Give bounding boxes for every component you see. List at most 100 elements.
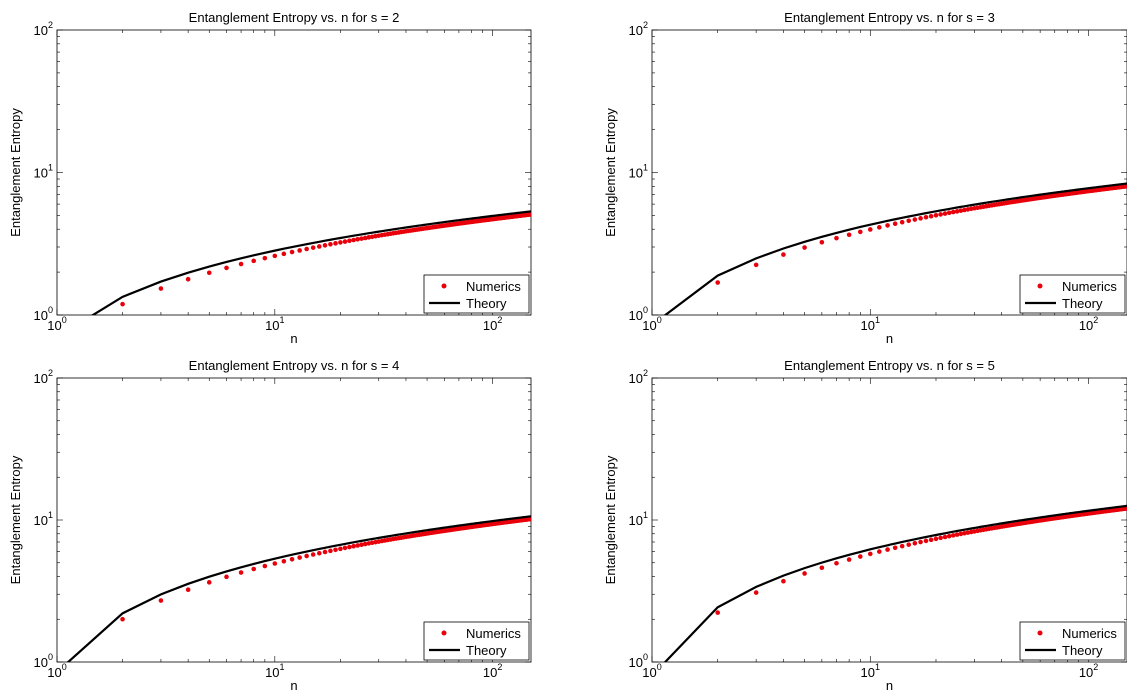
numerics-point	[857, 229, 863, 235]
numerics-point	[962, 207, 967, 213]
y-tick-label: 102	[34, 20, 53, 38]
subplot-1: 100 101 102 100 101 102 Entanglement Entropy v…	[8, 10, 532, 346]
x-tick-label: 101	[265, 315, 284, 333]
numerics-point	[251, 258, 257, 264]
x-tick-label: 102	[483, 662, 502, 680]
numerics-point	[262, 255, 268, 261]
numerics-point	[819, 239, 825, 245]
numerics-point	[946, 210, 952, 216]
numerics-point	[528, 516, 531, 522]
theory-line	[663, 504, 1127, 662]
plot-area	[55, 210, 531, 344]
x-tick-label: 100	[47, 662, 66, 680]
x-tick-label: 102	[1079, 315, 1098, 333]
numerics-point	[950, 209, 956, 215]
numerics-point	[185, 276, 191, 282]
numerics-point	[272, 253, 278, 259]
numerics-point	[846, 232, 852, 238]
numerics-point	[912, 217, 918, 222]
numerics-point	[362, 235, 368, 241]
x-tick-label: 101	[265, 662, 284, 680]
numerics-point	[528, 212, 531, 217]
numerics-point	[120, 301, 125, 307]
numerics-point	[55, 339, 60, 344]
numerics-point	[310, 552, 316, 557]
numerics-point	[333, 241, 338, 246]
numerics-point	[918, 539, 923, 545]
numerics-point	[933, 212, 939, 218]
chart-title: Entanglement Entropy vs. n for s = 4	[189, 358, 400, 373]
x-axis-label: n	[886, 331, 893, 346]
axes-box	[651, 29, 1127, 316]
numerics-point	[158, 286, 164, 291]
numerics-point	[923, 214, 929, 220]
numerics-point	[351, 543, 356, 549]
numerics-point	[1124, 183, 1127, 189]
numerics-point	[899, 543, 905, 549]
chart-title: Entanglement Entropy vs. n for s = 5	[784, 358, 995, 373]
numerics-point	[342, 545, 348, 551]
legend-box	[1019, 621, 1126, 661]
x-tick-label: 101	[861, 315, 880, 333]
numerics-point	[281, 558, 287, 564]
numerics-point	[867, 551, 873, 557]
y-tick-label: 101	[34, 163, 53, 181]
x-tick-label: 101	[861, 662, 880, 680]
legend-entry: Theory	[466, 643, 507, 658]
numerics-point	[304, 246, 309, 252]
numerics-point	[272, 561, 278, 566]
legend: Numerics Theory	[1019, 621, 1126, 661]
numerics-point	[892, 545, 898, 551]
legend-entry: Theory	[466, 296, 507, 311]
numerics-point	[206, 580, 212, 585]
y-tick-label: 102	[34, 368, 53, 386]
y-tick-label: 101	[629, 163, 648, 181]
numerics-point	[355, 543, 360, 548]
theory-line	[66, 515, 531, 662]
y-tick-label: 100	[629, 652, 648, 670]
y-axis-label: Entanglement Entropy	[603, 108, 618, 237]
numerics-point	[781, 578, 786, 584]
legend-point-marker	[441, 630, 447, 636]
legend: Numerics Theory	[1019, 274, 1126, 314]
numerics-point	[912, 541, 918, 546]
numerics-point	[310, 245, 316, 250]
plot-area	[663, 182, 1127, 315]
numerics-point	[892, 221, 898, 227]
numerics-point	[359, 542, 364, 548]
legend-entry: Numerics	[1062, 279, 1117, 294]
legend-point-marker	[1037, 630, 1043, 636]
numerics-point	[877, 549, 882, 554]
numerics-point	[753, 590, 759, 595]
numerics-point	[351, 237, 356, 243]
y-axis-label: Entanglement Entropy	[8, 455, 23, 584]
numerics-point	[304, 553, 309, 559]
numerics-point	[885, 223, 890, 228]
numerics-point	[954, 209, 960, 214]
legend-point-marker	[1037, 283, 1043, 289]
numerics-point	[933, 536, 939, 542]
numerics-point	[802, 245, 807, 250]
numerics-point	[938, 535, 943, 541]
numerics-point	[366, 235, 372, 240]
numerics-point	[962, 530, 967, 536]
numerics-point	[185, 587, 191, 593]
subplot-2: 100 101 102 100 101 102 Entanglement Entropy v…	[603, 10, 1127, 346]
numerics-point	[333, 547, 338, 553]
numerics-point	[1124, 506, 1127, 511]
numerics-point	[316, 550, 322, 556]
theory-line	[90, 210, 531, 315]
x-axis-label: n	[290, 331, 297, 346]
numerics-point	[366, 541, 372, 546]
numerics-point	[289, 557, 295, 562]
numerics-point	[946, 533, 952, 539]
numerics-point	[928, 537, 934, 543]
numerics-point	[906, 218, 912, 224]
numerics-point	[938, 212, 943, 217]
x-tick-label: 100	[47, 315, 66, 333]
y-tick-label: 101	[629, 510, 648, 528]
numerics-point	[942, 534, 948, 540]
legend: Numerics Theory	[423, 274, 530, 314]
y-tick-label: 100	[34, 652, 53, 670]
